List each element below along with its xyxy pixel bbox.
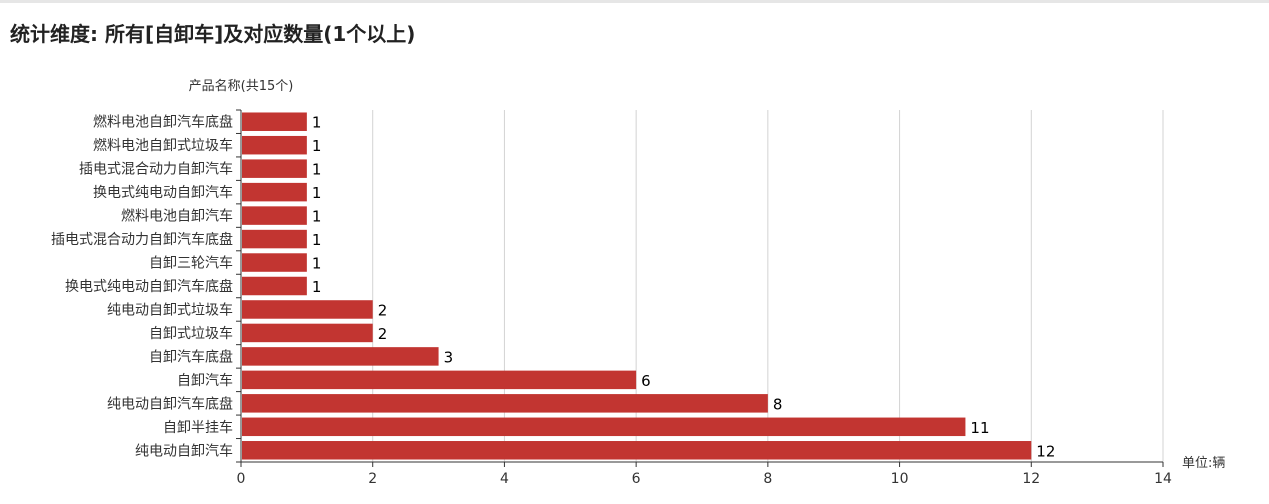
category-label: 燃料电池自卸汽车 xyxy=(121,208,233,225)
data-label: 2 xyxy=(378,301,388,319)
y-axis-title: 产品名称(共15个) xyxy=(189,78,294,94)
category-label: 燃料电池自卸汽车底盘 xyxy=(93,114,233,131)
data-label: 1 xyxy=(312,137,322,155)
category-label: 换电式纯电动自卸汽车底盘 xyxy=(65,278,233,295)
x-tick-label: 8 xyxy=(763,471,772,487)
bar xyxy=(242,323,373,343)
data-label: 2 xyxy=(378,325,388,343)
data-label: 1 xyxy=(312,161,322,179)
bar xyxy=(242,347,439,366)
data-label: 12 xyxy=(1036,442,1055,460)
x-tick-label: 0 xyxy=(237,471,246,487)
category-label: 燃料电池自卸式垃圾车 xyxy=(93,137,233,154)
bar xyxy=(242,135,307,155)
category-label: 换电式纯电动自卸汽车 xyxy=(93,184,233,201)
bar xyxy=(242,253,307,272)
category-label: 自卸汽车底盘 xyxy=(149,348,233,365)
x-tick-label: 14 xyxy=(1154,471,1172,487)
data-label: 1 xyxy=(312,184,322,202)
bar xyxy=(242,441,1032,460)
x-tick-label: 2 xyxy=(368,471,377,487)
data-label: 1 xyxy=(312,231,322,249)
data-label: 1 xyxy=(312,208,322,226)
category-label: 插电式混合动力自卸汽车 xyxy=(79,161,233,178)
bar xyxy=(242,229,307,249)
bar xyxy=(242,182,307,202)
category-label: 自卸式垃圾车 xyxy=(149,325,233,342)
category-label: 自卸三轮汽车 xyxy=(149,255,233,272)
chart-title: 统计维度: 所有[自卸车]及对应数量(1个以上) xyxy=(10,22,416,46)
bar xyxy=(242,206,307,225)
bar xyxy=(242,300,373,319)
data-label: 1 xyxy=(312,278,322,296)
category-label: 自卸汽车 xyxy=(177,372,233,389)
bar xyxy=(242,394,768,413)
data-label: 1 xyxy=(312,114,322,132)
data-label: 1 xyxy=(312,255,322,273)
bar xyxy=(242,276,307,296)
data-label: 11 xyxy=(970,419,989,437)
category-label: 纯电动自卸汽车底盘 xyxy=(107,395,233,412)
top-border xyxy=(0,0,1269,3)
data-label: 8 xyxy=(773,395,783,413)
x-tick-label: 12 xyxy=(1022,471,1040,487)
x-tick-label: 6 xyxy=(632,471,641,487)
x-tick-label: 10 xyxy=(891,471,909,487)
x-tick-label: 4 xyxy=(500,471,509,487)
category-label: 纯电动自卸式垃圾车 xyxy=(107,301,233,318)
bar xyxy=(242,112,307,131)
bar xyxy=(242,417,966,437)
bar xyxy=(242,159,307,178)
x-axis-title: 单位:辆 xyxy=(1182,456,1225,471)
category-label: 纯电动自卸汽车 xyxy=(135,442,233,459)
bar xyxy=(242,370,637,390)
data-label: 6 xyxy=(641,372,651,390)
category-label: 插电式混合动力自卸汽车底盘 xyxy=(51,231,233,248)
category-label: 自卸半挂车 xyxy=(163,419,233,436)
data-label: 3 xyxy=(444,348,454,366)
